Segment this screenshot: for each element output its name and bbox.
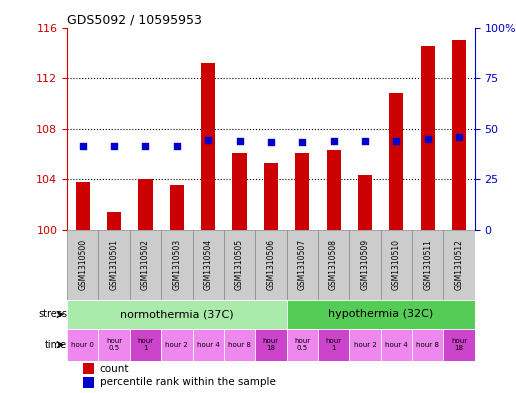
Text: GSM1310504: GSM1310504 — [204, 239, 213, 290]
Point — [204, 137, 212, 143]
Bar — [318, 329, 349, 361]
Bar — [443, 329, 475, 361]
Bar — [421, 46, 435, 230]
Text: hour
1: hour 1 — [137, 338, 154, 351]
Text: hour
1: hour 1 — [326, 338, 342, 351]
Bar — [67, 329, 99, 361]
Text: hour 0: hour 0 — [71, 342, 94, 348]
Bar — [99, 329, 130, 361]
Point — [110, 143, 118, 149]
Text: GSM1310500: GSM1310500 — [78, 239, 87, 290]
Bar — [130, 329, 161, 361]
Bar — [412, 230, 443, 300]
Text: GSM1310509: GSM1310509 — [361, 239, 369, 290]
Bar — [130, 230, 161, 300]
Text: GSM1310510: GSM1310510 — [392, 239, 401, 290]
Bar — [443, 230, 475, 300]
Text: time: time — [45, 340, 67, 350]
Text: hypothermia (32C): hypothermia (32C) — [328, 309, 433, 320]
Text: hour
18: hour 18 — [263, 338, 279, 351]
Bar — [286, 230, 318, 300]
Text: hour 8: hour 8 — [416, 342, 439, 348]
Bar — [161, 329, 192, 361]
Bar — [224, 329, 255, 361]
Bar — [255, 230, 286, 300]
Bar — [107, 212, 121, 230]
Bar — [381, 230, 412, 300]
Text: hour
18: hour 18 — [451, 338, 467, 351]
Bar — [76, 182, 90, 230]
Text: normothermia (37C): normothermia (37C) — [120, 309, 234, 320]
Point — [173, 143, 181, 149]
Bar — [349, 329, 381, 361]
Text: hour 4: hour 4 — [385, 342, 408, 348]
Bar — [161, 230, 192, 300]
Bar — [255, 329, 286, 361]
Text: GDS5092 / 10595953: GDS5092 / 10595953 — [67, 13, 202, 26]
Point — [361, 138, 369, 144]
Bar — [318, 230, 349, 300]
Point — [330, 138, 338, 144]
Point — [424, 136, 432, 142]
Bar — [452, 40, 466, 230]
Text: GSM1310508: GSM1310508 — [329, 239, 338, 290]
Bar — [295, 152, 309, 230]
Bar — [170, 185, 184, 230]
Point — [455, 134, 463, 141]
Text: hour
0.5: hour 0.5 — [294, 338, 310, 351]
Point — [235, 138, 244, 144]
Bar — [233, 152, 247, 230]
Text: GSM1310501: GSM1310501 — [109, 239, 119, 290]
Bar — [201, 63, 215, 230]
Bar — [224, 230, 255, 300]
Text: stress: stress — [38, 309, 67, 320]
Bar — [358, 175, 372, 230]
Point — [78, 143, 87, 149]
Bar — [389, 93, 404, 230]
Text: GSM1310502: GSM1310502 — [141, 239, 150, 290]
Bar — [67, 230, 99, 300]
Bar — [99, 230, 130, 300]
Point — [298, 139, 307, 145]
Bar — [327, 150, 341, 230]
Bar — [286, 300, 475, 329]
Bar — [264, 163, 278, 230]
Text: percentile rank within the sample: percentile rank within the sample — [100, 377, 276, 387]
Text: count: count — [100, 364, 129, 374]
Text: hour 4: hour 4 — [197, 342, 220, 348]
Text: GSM1310506: GSM1310506 — [266, 239, 276, 290]
Bar — [84, 363, 93, 374]
Bar — [138, 179, 153, 230]
Text: hour 2: hour 2 — [166, 342, 188, 348]
Text: GSM1310505: GSM1310505 — [235, 239, 244, 290]
Bar — [286, 329, 318, 361]
Point — [267, 139, 275, 145]
Text: hour 8: hour 8 — [228, 342, 251, 348]
Point — [141, 143, 150, 149]
Bar — [412, 329, 443, 361]
Bar — [84, 376, 93, 387]
Text: GSM1310511: GSM1310511 — [423, 239, 432, 290]
Bar — [192, 329, 224, 361]
Text: hour
0.5: hour 0.5 — [106, 338, 122, 351]
Point — [392, 138, 400, 144]
Bar — [67, 300, 286, 329]
Bar — [192, 230, 224, 300]
Text: GSM1310507: GSM1310507 — [298, 239, 307, 290]
Text: GSM1310512: GSM1310512 — [455, 239, 463, 290]
Bar — [349, 230, 381, 300]
Text: hour 2: hour 2 — [353, 342, 376, 348]
Bar — [381, 329, 412, 361]
Text: GSM1310503: GSM1310503 — [172, 239, 181, 290]
